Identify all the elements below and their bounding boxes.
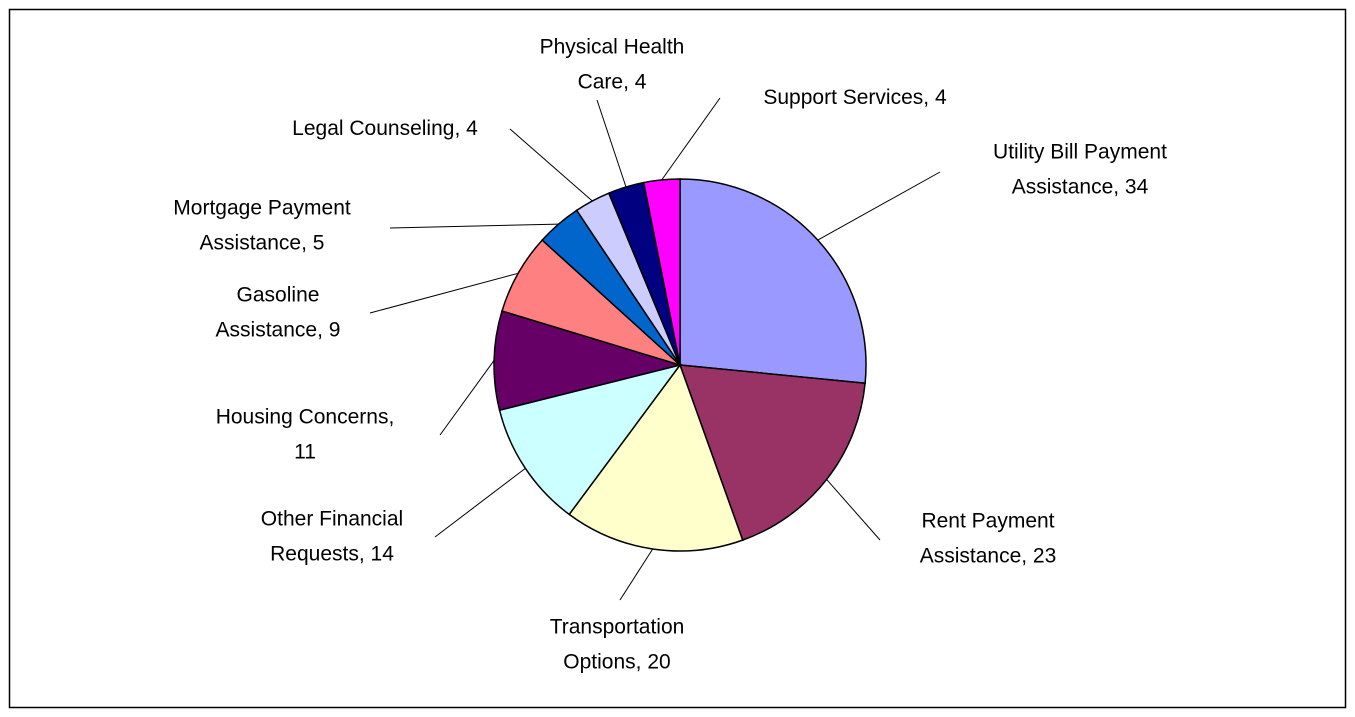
pie-slice: [493, 310, 683, 412]
data-label: Physical Health Care, 4: [540, 35, 685, 93]
leader-line: [596, 99, 627, 188]
leader-line: [826, 479, 881, 541]
data-label: Legal Counseling, 4: [292, 117, 478, 140]
leader-line: [389, 223, 559, 229]
leader-line: [509, 128, 593, 202]
leader-line: [434, 467, 526, 538]
data-label: Transportation Options, 20: [550, 615, 685, 673]
data-label: Gasoline Assistance, 9: [216, 283, 341, 341]
data-label: Housing Concerns, 11: [216, 405, 395, 463]
data-label: Support Services, 4: [763, 86, 947, 109]
data-label: Utility Bill Payment Assistance, 34: [993, 140, 1167, 198]
leader-line: [817, 171, 941, 241]
leader-line: [369, 272, 519, 314]
pie-slice: [642, 178, 681, 366]
leader-line: [661, 97, 721, 181]
data-label: Other Financial Requests, 14: [261, 507, 403, 565]
leader-line: [439, 360, 495, 436]
leader-line: [619, 548, 654, 601]
pie-slice: [678, 364, 866, 542]
pie-slice: [679, 178, 867, 385]
data-label: Mortgage Payment Assistance, 5: [173, 196, 351, 254]
pie-slice: [568, 363, 744, 552]
data-label: Rent Payment Assistance, 23: [920, 509, 1057, 567]
